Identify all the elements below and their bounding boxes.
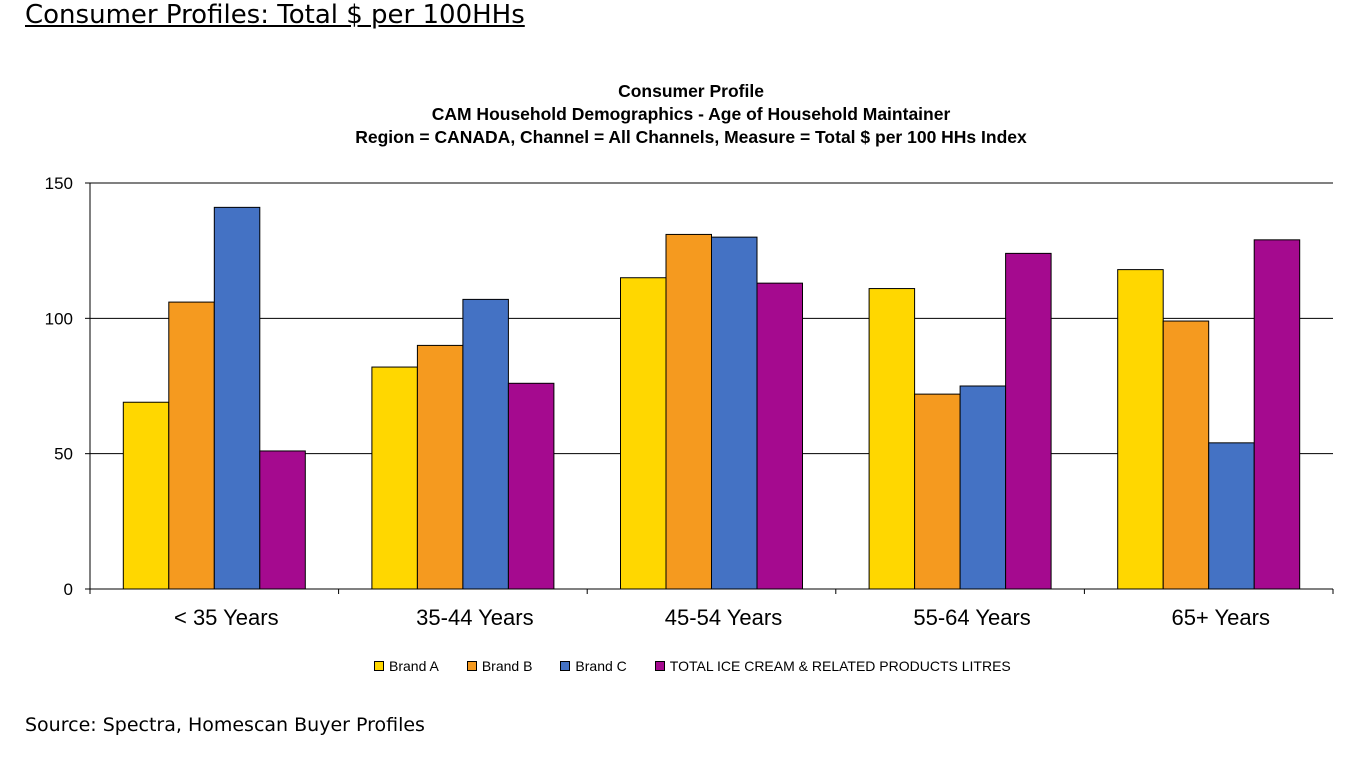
bar-series-1-cat-2 [665,233,712,590]
legend-item-total: TOTAL ICE CREAM & RELATED PRODUCTS LITRE… [654,658,1011,674]
bar-series-1-cat-1 [416,344,464,590]
bar-series-0-cat-4 [1117,269,1164,590]
legend-item-brand-b: Brand B [466,658,533,674]
bar-series-3-cat-3 [1005,252,1052,590]
legend: Brand A Brand B Brand C TOTAL ICE CREAM … [374,658,1039,674]
bar-series-2-cat-3 [959,385,1007,590]
legend-swatch-brand-b [466,661,477,671]
source-note: Source: Spectra, Homescan Buyer Profiles [25,714,425,736]
y-tick-label-150: 150 [45,174,73,193]
bar-series-2-cat-4 [1208,442,1255,590]
chart-title-line-1: Consumer Profile [618,81,764,101]
bar-series-1-cat-4 [1162,320,1210,590]
page-title: Consumer Profiles: Total $ per 100HHs [25,0,525,30]
bar-series-0-cat-2 [620,277,667,590]
bar-series-1-cat-0 [168,301,215,590]
y-tick-label-0: 0 [64,580,73,599]
bar-series-0-cat-0 [122,401,170,590]
x-tick-label-3: 55-64 Years [913,605,1030,630]
legend-label-brand-c: Brand C [575,658,627,674]
legend-label-brand-b: Brand B [481,658,533,674]
chart-title: Consumer Profile CAM Household Demograph… [190,80,1192,149]
bar-series-3-cat-1 [507,382,555,590]
bar-series-1-cat-3 [914,393,961,590]
chart-title-line-3: Region = CANADA, Channel = All Channels,… [355,127,1027,147]
x-tick-label-2: 45-54 Years [665,605,782,630]
bar-series-2-cat-0 [213,206,261,590]
bar-series-3-cat-0 [259,450,306,590]
bar-series-2-cat-1 [462,298,509,590]
legend-swatch-brand-c [560,661,571,671]
bar-series-2-cat-2 [711,236,758,590]
bar-series-0-cat-1 [371,366,418,590]
bar-series-3-cat-4 [1253,239,1301,590]
y-tick-label-50: 50 [54,445,73,464]
bar-series-3-cat-2 [756,282,803,590]
legend-item-brand-c: Brand C [560,658,627,674]
x-tick-label-0: < 35 Years [174,605,279,630]
legend-item-brand-a: Brand A [374,658,439,674]
chart-title-line-2: CAM Household Demographics - Age of Hous… [431,104,951,124]
bar-series-0-cat-3 [868,288,916,590]
x-tick-label-4: 65+ Years [1171,605,1269,630]
bar-chart: 0 50 100 150 < 35 Years 35-44 Years 45-54 Year… [45,174,1334,630]
legend-label-brand-a: Brand A [389,658,439,674]
legend-label-total: TOTAL ICE CREAM & RELATED PRODUCTS LITRE… [669,658,1011,674]
x-tick-label-1: 35-44 Years [416,605,533,630]
legend-swatch-total [654,661,665,671]
legend-swatch-brand-a [374,661,384,671]
y-tick-label-100: 100 [45,309,73,328]
